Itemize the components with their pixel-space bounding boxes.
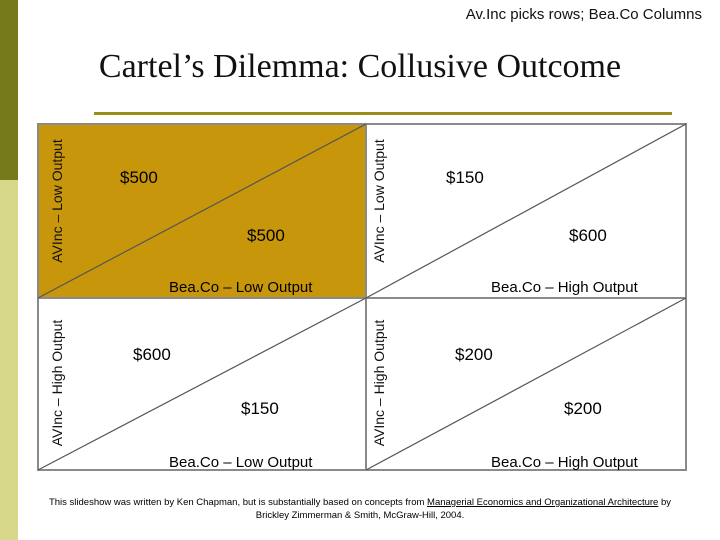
cell-diagonal-low-high — [365, 123, 687, 299]
payoff-beaco-high-high: $200 — [564, 399, 602, 418]
payoff-beaco-low-high: $600 — [569, 226, 607, 245]
footer-citation: This slideshow was written by Ken Chapma… — [40, 496, 680, 522]
col-label-high-bottom: Bea.Co – High Output — [491, 454, 638, 471]
footer-book-title: Managerial Economics and Organizational … — [427, 497, 659, 508]
col-label-low-bottom: Bea.Co – Low Output — [169, 454, 313, 471]
page-title: Cartel’s Dilemma: Collusive Outcome — [98, 48, 622, 85]
col-label-low-top: Bea.Co – Low Output — [169, 279, 313, 296]
row-label-high-right: AVInc – High Output — [371, 319, 387, 447]
sidebar-light-accent — [0, 180, 18, 540]
col-label-high-top: Bea.Co – High Output — [491, 279, 638, 296]
title-underline — [94, 112, 672, 115]
row-label-low-left: AVInc – Low Output — [49, 139, 65, 263]
row-label-low-right: AVInc – Low Output — [371, 139, 387, 263]
payoff-avinc-high-high: $200 — [455, 345, 493, 364]
sidebar-dark-accent — [0, 0, 18, 180]
cell-diagonal-low-low — [37, 123, 367, 299]
payoff-avinc-low-high: $150 — [446, 168, 484, 187]
cell-diagonal-high-low — [37, 297, 367, 471]
payoff-avinc-low-low: $500 — [120, 168, 158, 187]
footer-text-2: by Brickley Zimmerman & Smith, McGraw-Hi… — [255, 497, 672, 521]
cell-diagonal-high-high — [365, 297, 687, 471]
row-label-high-left: AVInc – High Output — [49, 319, 65, 447]
payoff-beaco-high-low: $150 — [241, 399, 279, 418]
payoff-beaco-low-low: $500 — [247, 226, 285, 245]
payoff-avinc-high-low: $600 — [133, 345, 171, 364]
footer-text-1: This slideshow was written by Ken Chapma… — [48, 497, 425, 508]
header-note: Av.Inc picks rows; Bea.Co Columns — [465, 6, 702, 23]
